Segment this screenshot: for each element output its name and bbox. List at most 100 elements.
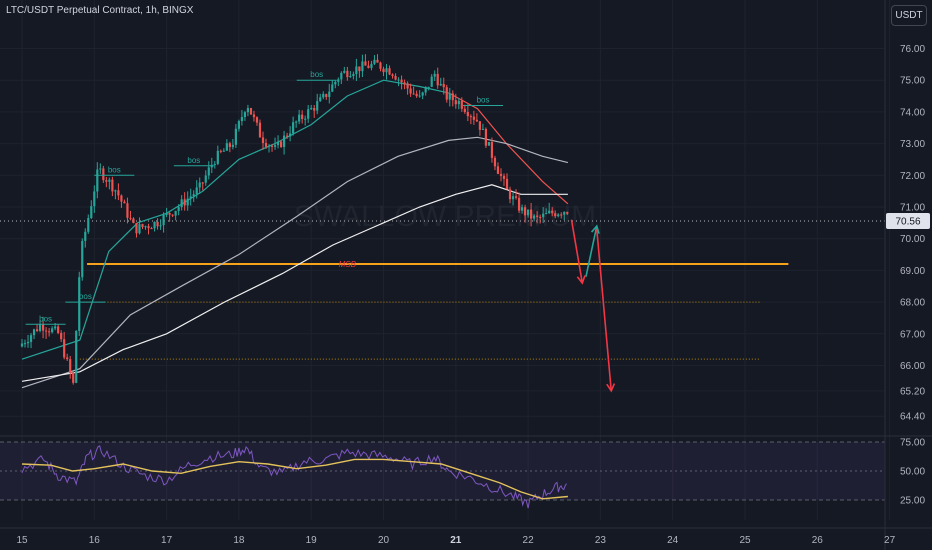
candle-body xyxy=(174,210,177,216)
price-tick-label-10: 66.00 xyxy=(900,361,925,372)
candle-body xyxy=(355,66,358,74)
candle-body xyxy=(96,169,99,192)
candle-body xyxy=(258,122,262,138)
candle-body xyxy=(373,59,376,64)
candle-body xyxy=(195,187,198,195)
candle-body xyxy=(388,68,391,75)
candle-body xyxy=(171,214,174,216)
candle-body xyxy=(150,228,153,230)
bos-label-5: bos xyxy=(477,96,490,105)
candle-body xyxy=(557,214,560,217)
currency-button[interactable]: USDT xyxy=(891,5,927,26)
candle-body xyxy=(424,86,427,93)
candle-body xyxy=(391,74,394,76)
candle-body xyxy=(472,116,475,120)
candle-body xyxy=(219,150,222,152)
candle-body xyxy=(60,332,63,340)
price-tick-label-11: 65.20 xyxy=(900,386,925,397)
candle-body xyxy=(38,324,42,331)
candle-body xyxy=(563,212,566,215)
candle-body xyxy=(490,142,494,158)
candle-body xyxy=(225,143,228,151)
candle-body xyxy=(530,209,533,219)
candle-body xyxy=(463,108,466,113)
candle-body xyxy=(93,191,96,207)
candle-body xyxy=(20,343,24,347)
ma-line-fast xyxy=(21,79,449,360)
candle-body xyxy=(548,210,551,214)
candle-body xyxy=(508,189,512,200)
bos-label-4: bos xyxy=(310,70,323,79)
candle-body xyxy=(126,203,129,218)
candle-body xyxy=(511,196,515,200)
price-tick-label-5: 71.00 xyxy=(900,203,925,214)
candle-body xyxy=(87,218,90,232)
candle-body xyxy=(430,76,433,87)
candle-body xyxy=(364,61,367,66)
candle-body xyxy=(352,73,355,76)
candle-body xyxy=(81,240,84,278)
moving-averages-layer xyxy=(21,79,569,389)
candle-body xyxy=(545,213,548,215)
candle-body xyxy=(255,117,259,123)
candle-body xyxy=(484,128,488,146)
candle-body xyxy=(102,168,105,181)
candle-body xyxy=(403,82,406,84)
candle-body xyxy=(427,86,430,88)
levels-layer: MSB xyxy=(0,220,885,360)
candle-body xyxy=(325,94,328,97)
candle-body xyxy=(346,70,349,78)
ma-line-ma-white xyxy=(21,184,568,382)
candle-body xyxy=(505,178,509,190)
candle-body xyxy=(117,190,120,196)
candle-body xyxy=(409,88,412,94)
candle-body xyxy=(551,210,554,214)
rsi-line-rsi-ma xyxy=(21,458,568,500)
candle-body xyxy=(111,179,114,192)
ma-line-ma-gray xyxy=(21,136,569,389)
candle-body xyxy=(249,108,253,115)
price-tick-label-7: 69.00 xyxy=(900,266,925,277)
candle-body xyxy=(23,343,27,345)
candles-layer xyxy=(20,54,569,385)
candle-body xyxy=(316,101,319,111)
candle-body xyxy=(499,173,503,176)
projection-arrowhead-2 xyxy=(606,383,616,393)
candle-body xyxy=(466,112,469,117)
candle-body xyxy=(533,215,536,219)
candle-body xyxy=(298,114,301,122)
candle-body xyxy=(340,72,343,80)
candle-body xyxy=(129,217,132,219)
candle-body xyxy=(41,324,45,331)
candle-body xyxy=(451,93,454,101)
candle-body xyxy=(267,145,271,147)
candle-body xyxy=(433,73,436,77)
candle-body xyxy=(418,95,421,97)
candle-body xyxy=(349,75,352,78)
candle-body xyxy=(261,137,265,143)
time-tick-label-12: 27 xyxy=(884,535,896,546)
candle-body xyxy=(144,226,147,228)
candle-body xyxy=(517,197,521,211)
time-tick-label-4: 19 xyxy=(306,535,318,546)
time-tick-label-3: 18 xyxy=(233,535,245,546)
time-tick-label-8: 23 xyxy=(595,535,607,546)
candle-body xyxy=(177,207,180,211)
candle-body xyxy=(328,91,331,97)
candle-body xyxy=(156,222,159,227)
candle-body xyxy=(460,100,463,109)
candle-body xyxy=(358,66,361,72)
candle-body xyxy=(370,63,373,68)
candle-body xyxy=(421,92,424,96)
rsi-tick-label-0: 75.00 xyxy=(900,438,925,449)
candle-body xyxy=(527,209,530,216)
candle-body xyxy=(99,168,102,170)
rsi-tick-label-2: 25.00 xyxy=(900,496,925,507)
candle-body xyxy=(520,207,524,211)
candle-body xyxy=(231,144,234,147)
candle-body xyxy=(228,143,231,147)
candle-body xyxy=(379,62,382,69)
candle-body xyxy=(201,182,204,184)
price-tick-label-1: 75.00 xyxy=(900,76,925,87)
candle-body xyxy=(153,222,156,229)
